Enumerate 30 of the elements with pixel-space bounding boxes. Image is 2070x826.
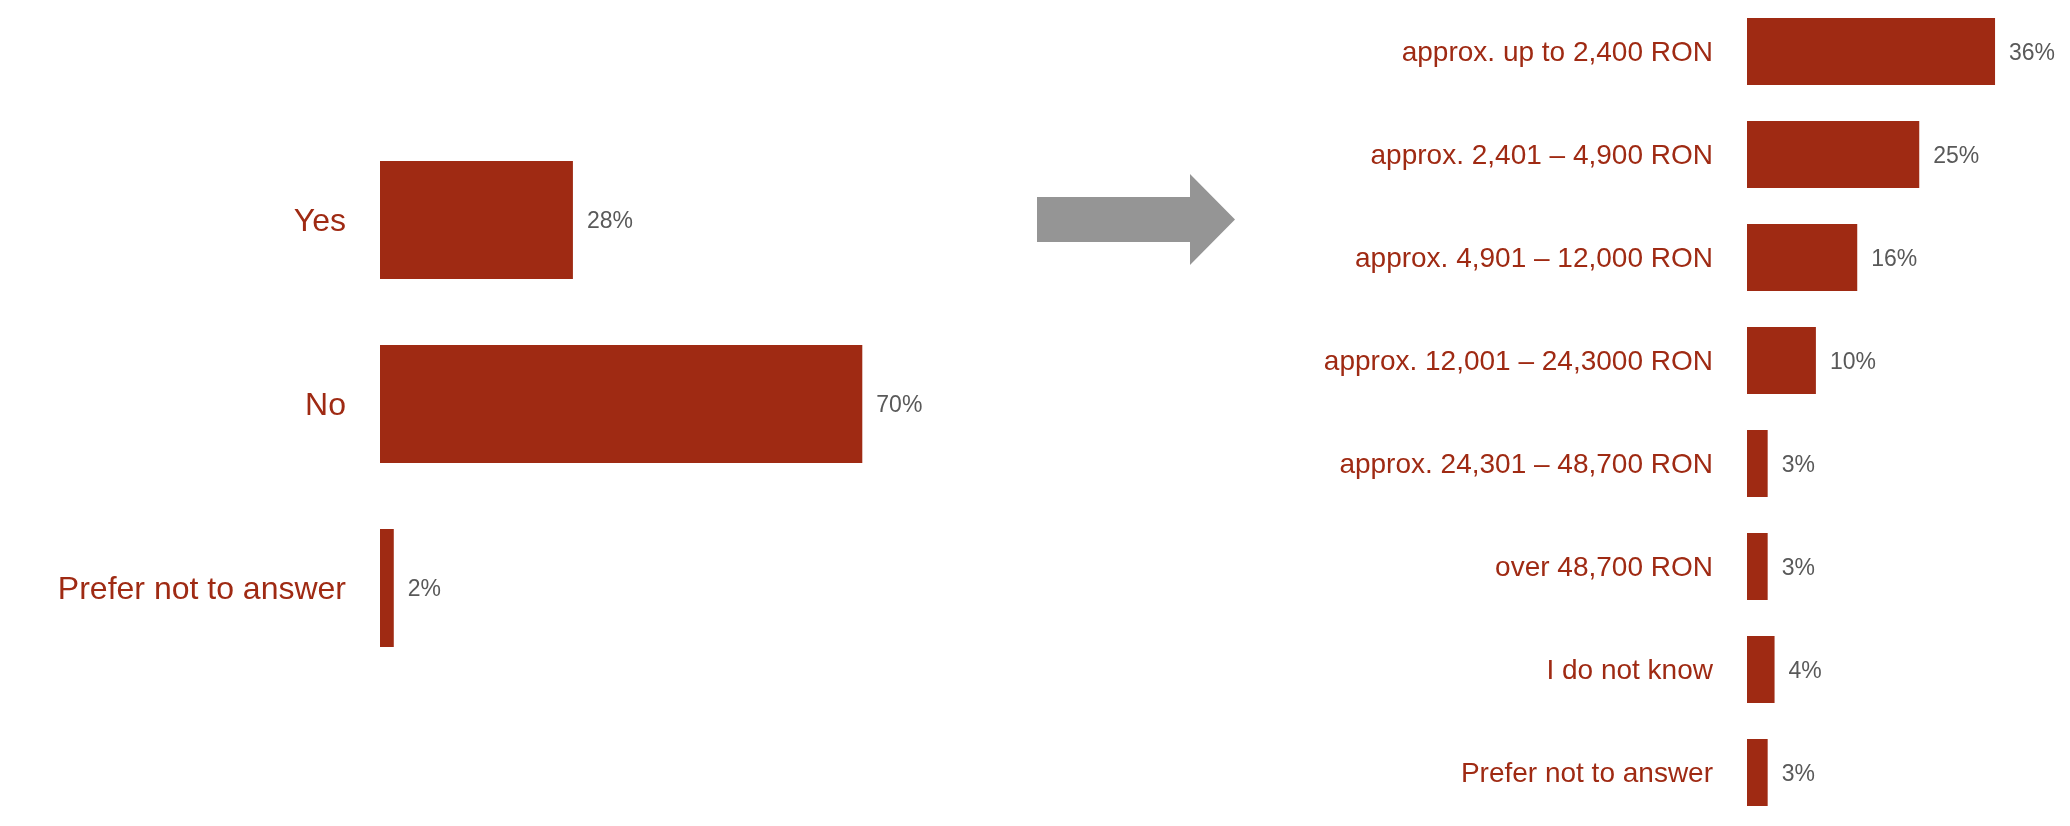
y-tick-label: approx. 12,001 – 24,3000 RON [1323, 345, 1713, 376]
bar [1747, 327, 1816, 394]
data-label: 70% [876, 391, 923, 417]
bar [1747, 18, 1996, 85]
y-tick-label: approx. up to 2,400 RON [1401, 36, 1713, 67]
data-label: 16% [1871, 244, 1918, 271]
bar [1747, 636, 1775, 703]
data-label: 28% [586, 207, 633, 233]
data-label: 10% [1829, 347, 1876, 374]
bar [1747, 739, 1768, 806]
y-tick-label: approx. 4,901 – 12,000 RON [1354, 242, 1713, 273]
data-label: 3% [1781, 759, 1815, 786]
y-tick-label: Prefer not to answer [57, 570, 347, 606]
bar [1747, 533, 1768, 600]
data-label: 25% [1933, 141, 1980, 168]
y-tick-label: I do not know [1546, 654, 1714, 685]
data-label: 3% [1781, 553, 1815, 580]
data-label: 3% [1781, 450, 1815, 477]
bar [1747, 430, 1768, 497]
y-tick-label: approx. 2,401 – 4,900 RON [1370, 139, 1713, 170]
y-tick-label: No [305, 386, 346, 422]
data-label: 2% [407, 575, 442, 601]
bar [1747, 224, 1858, 291]
data-label: 36% [2009, 38, 2056, 65]
y-tick-label: Prefer not to answer [1460, 757, 1713, 788]
bar [1747, 121, 1920, 188]
data-label: 4% [1788, 656, 1822, 683]
y-tick-label: over 48,700 RON [1495, 551, 1713, 582]
y-tick-label: approx. 24,301 – 48,700 RON [1339, 448, 1713, 479]
y-tick-label: Yes [293, 202, 346, 238]
